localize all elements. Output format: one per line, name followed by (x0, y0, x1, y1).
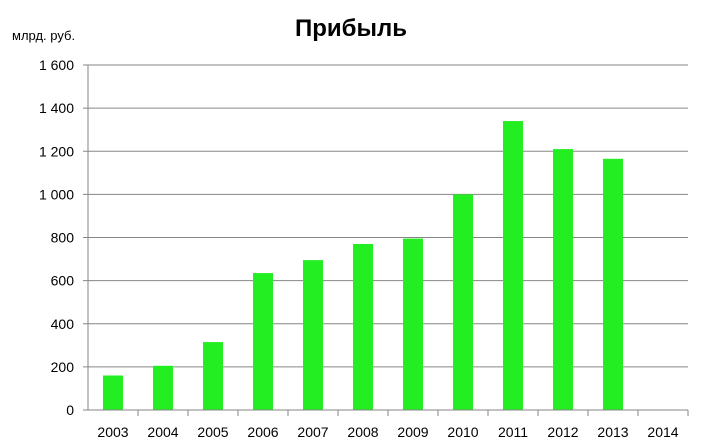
x-tick-label: 2011 (498, 424, 528, 440)
x-tick-label: 2009 (397, 424, 428, 440)
y-tick-label: 800 (51, 230, 75, 246)
y-tick-label: 400 (51, 316, 75, 332)
bar-2005 (203, 342, 223, 410)
bar-2010 (453, 194, 473, 410)
x-tick-label: 2005 (197, 424, 228, 440)
x-tick-label: 2010 (447, 424, 478, 440)
x-tick-label: 2003 (97, 424, 128, 440)
bar-2013 (603, 158, 623, 410)
x-tick-label: 2004 (147, 424, 178, 440)
unit-label: млрд. руб. (12, 28, 75, 43)
x-tick-label: 2008 (347, 424, 378, 440)
bar-2011 (503, 121, 523, 410)
bar-2009 (403, 238, 423, 410)
bar-2012 (553, 149, 573, 410)
x-tick-label: 2014 (647, 424, 678, 440)
x-axis-tick-labels: 2003 2004 2005 2006 2007 2008 2009 2010 2011 2012… (97, 424, 678, 440)
bar-2006 (253, 273, 273, 410)
chart-title: Прибыль (295, 15, 407, 42)
y-tick-label: 1 000 (39, 186, 74, 202)
gridlines (83, 64, 689, 416)
y-tick-label: 200 (51, 359, 75, 375)
y-tick-label: 1 400 (39, 100, 74, 116)
x-tick-label: 2012 (547, 424, 578, 440)
x-tick-label: 2013 (597, 424, 628, 440)
y-tick-label: 600 (51, 273, 75, 289)
y-tick-label: 0 (66, 402, 74, 418)
bars (103, 121, 623, 410)
x-tick-label: 2006 (247, 424, 278, 440)
bar-2004 (153, 365, 173, 410)
y-axis-tick-labels: 0 200 400 600 800 1 000 1 200 1 400 1 600 (39, 57, 74, 418)
bar-2007 (303, 260, 323, 410)
bar-2003 (103, 375, 123, 410)
bar-2008 (353, 243, 373, 410)
x-tick-label: 2007 (297, 424, 328, 440)
y-tick-label: 1 600 (39, 57, 74, 73)
y-tick-label: 1 200 (39, 143, 74, 159)
